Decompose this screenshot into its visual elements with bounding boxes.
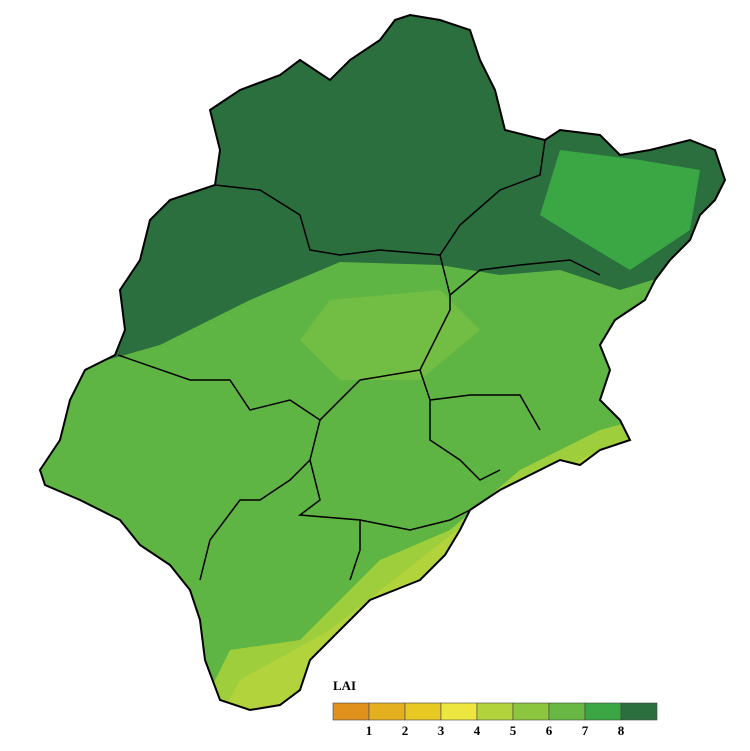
legend-tick-label: 1 — [366, 723, 373, 738]
legend-swatch — [440, 702, 478, 721]
legend-swatch — [620, 702, 658, 721]
legend-swatch — [584, 702, 622, 721]
legend-tick-label: 6 — [546, 723, 553, 738]
legend-swatch — [404, 702, 442, 721]
legend-tick-label: 5 — [510, 723, 517, 738]
legend-swatch — [368, 702, 406, 721]
legend-title: LAI — [333, 678, 356, 693]
legend-tick-label: 8 — [618, 723, 625, 738]
region-boundaries — [117, 139, 601, 581]
legend-tick-label: 3 — [438, 723, 445, 738]
legend-swatch — [332, 702, 370, 721]
legend-swatch — [548, 702, 586, 721]
legend-tick-label: 7 — [582, 723, 589, 738]
legend-tick-label: 4 — [474, 723, 481, 738]
legend-swatch — [476, 702, 514, 721]
legend: 1 2 3 4 5 6 7 8 — [332, 702, 658, 738]
legend-swatch — [512, 702, 550, 721]
legend-tick-label: 2 — [402, 723, 409, 738]
